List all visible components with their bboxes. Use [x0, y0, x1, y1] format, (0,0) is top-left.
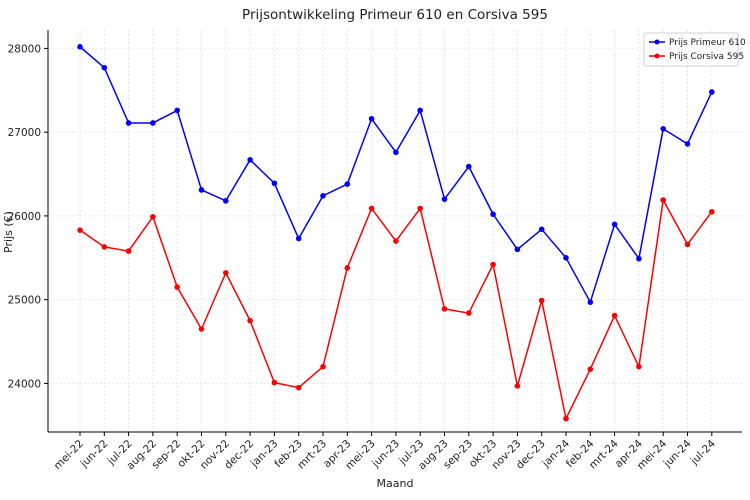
y-tick-label: 27000	[8, 127, 41, 139]
data-point-series-1	[174, 107, 180, 114]
data-point-series-1	[150, 120, 156, 126]
data-point-series-2	[587, 366, 594, 372]
data-point-series-1	[125, 120, 132, 126]
data-point-series-1	[77, 43, 83, 50]
data-point-series-2	[466, 310, 472, 316]
data-point-series-2	[295, 384, 302, 391]
data-point-series-2	[660, 197, 666, 203]
data-point-series-1	[223, 198, 229, 204]
data-point-series-1	[636, 255, 642, 262]
data-point-series-2	[320, 363, 326, 370]
data-point-series-2	[198, 326, 205, 332]
data-point-series-1	[611, 221, 618, 228]
data-point-series-2	[125, 248, 132, 254]
data-point-series-1	[198, 187, 205, 193]
data-point-series-2	[223, 270, 229, 276]
data-point-series-2	[538, 297, 545, 304]
data-point-series-1	[684, 141, 691, 147]
x-axis-label: Maand	[377, 477, 414, 490]
data-point-series-1	[587, 299, 594, 305]
data-point-series-1	[320, 193, 326, 199]
data-point-series-1	[490, 211, 496, 218]
data-point-series-1	[417, 107, 424, 114]
data-point-series-2	[709, 208, 715, 215]
data-point-series-2	[563, 415, 569, 422]
series-line-2	[79, 199, 713, 420]
y-tick-label: 24000	[8, 378, 41, 390]
data-point-series-2	[174, 284, 180, 290]
data-point-series-1	[660, 126, 666, 132]
x-tick-label: mei-22	[52, 438, 86, 472]
data-point-series-1	[709, 89, 715, 95]
data-point-series-2	[441, 306, 448, 312]
axes	[47, 30, 742, 433]
data-point-series-2	[368, 205, 375, 212]
legend-box	[643, 32, 739, 67]
data-point-series-1	[563, 254, 569, 261]
data-point-series-2	[344, 265, 351, 271]
data-point-series-2	[514, 383, 521, 389]
y-tick-label: 26000	[8, 211, 41, 223]
data-point-series-2	[611, 312, 618, 319]
chart-title: Prijsontwikkeling Primeur 610 en Corsiva…	[242, 7, 548, 23]
data-point-series-2	[101, 244, 108, 250]
x-tick-label: jul-24	[688, 437, 718, 467]
data-point-series-1	[441, 196, 448, 202]
data-point-series-2	[393, 238, 399, 244]
data-point-series-2	[150, 213, 156, 220]
data-point-series-2	[417, 205, 424, 212]
data-point-series-2	[77, 227, 83, 233]
grid	[48, 30, 742, 432]
data-point-series-1	[101, 64, 108, 71]
legend-swatch-marker	[654, 39, 660, 45]
legend-label: Prijs Primeur 610	[669, 38, 746, 48]
series-group	[77, 43, 715, 422]
data-point-series-1	[271, 180, 278, 187]
y-tick-label: 25000	[8, 295, 41, 307]
y-tick-label: 28000	[8, 43, 41, 55]
data-point-series-1	[538, 226, 545, 233]
data-point-series-2	[490, 261, 496, 268]
x-tick-label: jun-24	[661, 437, 694, 470]
data-point-series-2	[684, 241, 691, 248]
data-point-series-2	[247, 317, 253, 324]
data-point-series-1	[247, 157, 253, 163]
data-point-series-1	[295, 235, 302, 242]
y-axis-ticks: 24000 25000 26000 27000 28000	[8, 43, 48, 390]
data-point-series-1	[466, 163, 472, 170]
data-point-series-1	[344, 181, 351, 187]
y-axis-label: Prijs (€)	[2, 211, 15, 253]
data-point-series-2	[636, 363, 642, 370]
data-point-series-2	[271, 379, 278, 386]
data-point-series-1	[393, 149, 399, 156]
data-point-series-1	[368, 115, 375, 122]
legend: Prijs Primeur 610 Prijs Corsiva 595	[643, 32, 746, 67]
x-axis-ticks: mei-22jun-22jul-22aug-22sep-22okt-22nov-…	[52, 432, 718, 472]
legend-label: Prijs Corsiva 595	[669, 52, 744, 62]
data-point-series-1	[514, 246, 521, 253]
legend-swatch-marker	[654, 53, 660, 59]
